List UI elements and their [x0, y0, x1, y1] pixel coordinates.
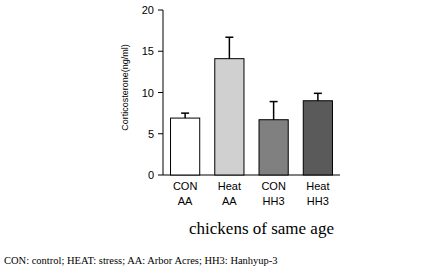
y-tick-label: 15 [142, 45, 154, 57]
bars [181, 37, 322, 138]
y-tick [158, 51, 163, 52]
bar [215, 59, 244, 175]
x-tick-label-line: Heat [218, 180, 241, 192]
error-cap [181, 112, 189, 114]
error-cap [314, 93, 322, 95]
x-tick-label: CON AA [173, 180, 198, 207]
y-tick [158, 175, 163, 176]
error-cap [270, 101, 278, 103]
x-tick-label-line: CON [261, 180, 286, 192]
bar [259, 120, 288, 175]
y-tick-label: 20 [142, 4, 154, 16]
y-tick-label: 10 [142, 87, 154, 99]
y-tick [158, 10, 163, 11]
y-tick-label: 5 [148, 128, 154, 140]
bar [171, 118, 200, 175]
y-tick [158, 133, 163, 134]
x-tick-label-line: CON [173, 180, 198, 192]
x-tick-label-line: AA [178, 195, 193, 207]
x-tick-label: Heat HH3 [306, 180, 329, 207]
y-tick-label: 0 [148, 169, 154, 181]
x-tick-label-line: AA [222, 195, 237, 207]
x-tick-label-line: HH3 [307, 195, 329, 207]
chart: 0 5 10 15 20 CON AA Heat AA CON HH3 Heat HH3 Corticos… [0, 0, 422, 275]
x-tick-label-line: HH3 [263, 195, 285, 207]
y-axis-label: Corticosterone(ng/ml) [120, 44, 130, 131]
x-tick-label: CON HH3 [261, 180, 286, 207]
x-axis-label: chickens of same age [189, 219, 334, 238]
bar [303, 101, 332, 175]
x-tick-label: Heat AA [218, 180, 241, 207]
x-tick-label-line: Heat [306, 180, 329, 192]
error-cap [225, 36, 233, 38]
caption: CON: control; HEAT: stress; AA: Arbor Ac… [4, 255, 278, 266]
y-tick [158, 92, 163, 93]
